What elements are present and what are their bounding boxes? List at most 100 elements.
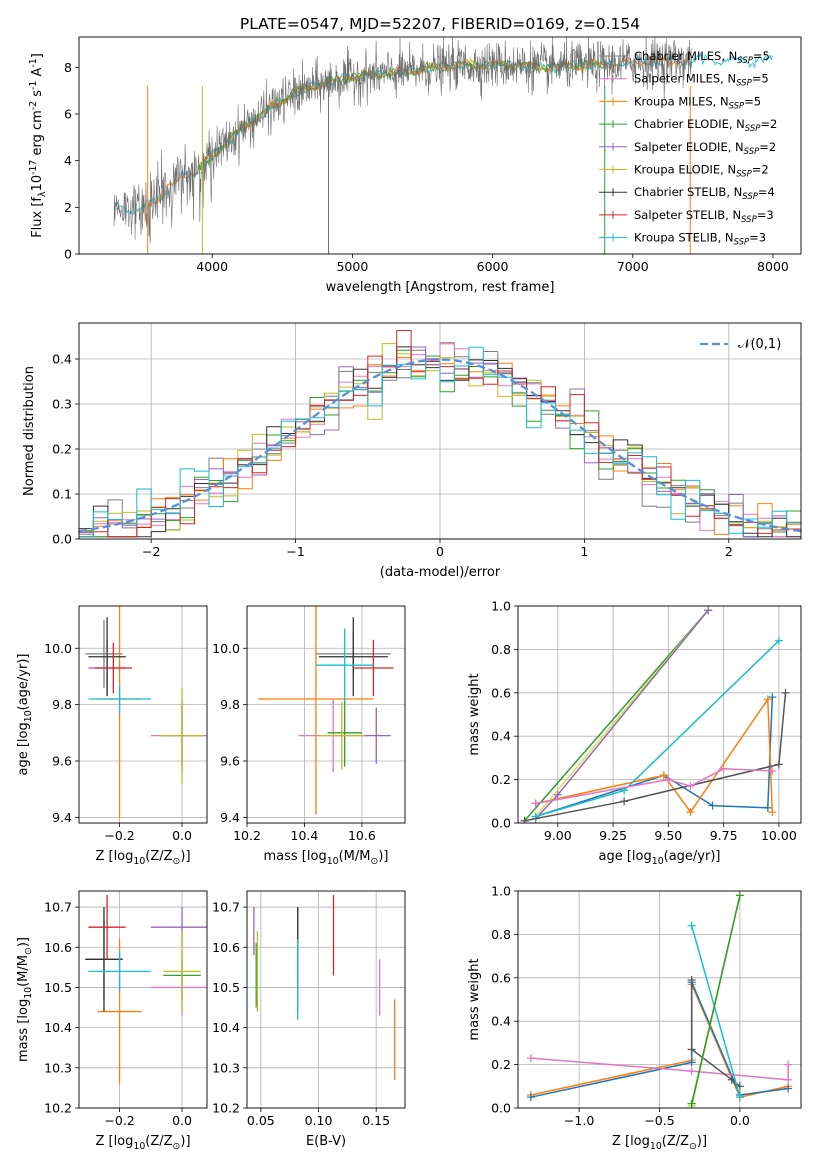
errorbar-chabrier-stelib [318, 617, 388, 697]
legend-entry: Kroupa ELODIE, NSSP=2 [634, 163, 769, 180]
y-axis-label: Flux [fλ​10-17​ erg cm-2​ s-1​ A-1​] [28, 53, 48, 238]
x-axis-label: Z [log10​(Z/Z⊙​)] [95, 849, 190, 867]
errorbar-chabrier-elodie [327, 699, 362, 767]
y-tick-label: 10.5 [212, 980, 240, 995]
x-tick-label: −0.2 [104, 828, 134, 843]
x-axis-label: wavelength [Angstrom, rest frame] [326, 280, 555, 295]
y-tick-label: 9.4 [52, 810, 72, 825]
x-tick-label: 5000 [336, 259, 368, 274]
y-tick-label: 9.8 [52, 697, 72, 712]
legend-normal-label: 𝒩(0,1) [738, 337, 781, 352]
age-vs-z-panel-background [79, 606, 207, 823]
residual-panel: −2 −1 0 1 2 0.0 0.1 0.2 0.3 0.4 (data-model)/error… [22, 322, 802, 580]
x-axis-label: age [log10​(age/yr)] [599, 849, 721, 867]
residual-panel-frame [78, 322, 802, 540]
mass-weight-z-panel-frame [517, 890, 802, 1109]
legend-entry: Chabrier ELODIE, NSSP=2 [634, 117, 777, 134]
errorbar-kroupa-elodie [160, 687, 204, 784]
y-tick-label: 9.6 [220, 754, 240, 769]
age-vs-z-panel-plot-area [85, 606, 207, 818]
y-tick-label: 9.6 [52, 754, 72, 769]
x-tick-label: 0.15 [362, 1113, 390, 1128]
x-tick-label: −1.0 [564, 1113, 594, 1128]
spectrum-panel-plot-area [113, 37, 773, 254]
y-tick-label: 0.6 [491, 685, 511, 700]
y-tick-label: 10.2 [212, 1101, 240, 1116]
y-tick-label: 9.8 [220, 697, 240, 712]
x-tick-label: −1 [286, 544, 304, 559]
legend-entry: Kroupa STELIB, NSSP=3 [634, 231, 766, 248]
x-tick-label: 2 [725, 544, 733, 559]
x-tick-label: −2 [142, 544, 160, 559]
y-tick-label: 0.0 [491, 1101, 511, 1116]
x-tick-label: 10.6 [348, 828, 376, 843]
y-tick-label: 10.5 [44, 980, 72, 995]
x-tick-label: 0.05 [247, 1113, 275, 1128]
y-axis-label: age [log10​(age/yr)] [16, 654, 34, 776]
x-axis-label: Z [log10​(Z/Z⊙​)] [95, 1134, 190, 1152]
y-axis-label: mass weight [467, 673, 482, 755]
y-tick-label: 0.4 [491, 1014, 511, 1029]
y-tick-label: 4 [64, 153, 72, 168]
y-tick-label: 10.7 [44, 900, 72, 915]
y-tick-label: 0.6 [491, 970, 511, 985]
y-tick-label: 10.4 [212, 1020, 240, 1035]
age-vs-z-panel-frame [78, 605, 208, 824]
x-tick-label: 4000 [196, 259, 228, 274]
y-tick-label: 10.2 [44, 1101, 72, 1116]
x-tick-label: 0.0 [172, 828, 192, 843]
x-tick-label: 10.00 [761, 828, 797, 843]
x-tick-label: 0.0 [172, 1113, 192, 1128]
y-tick-label: 0.0 [491, 816, 511, 831]
spectrum-panel-frame [78, 36, 802, 255]
y-tick-label: 0.2 [52, 442, 72, 457]
y-tick-label: 6 [64, 107, 72, 122]
x-tick-label: 9.00 [544, 828, 572, 843]
mass-weight-z-panel-plot-area [526, 891, 793, 1108]
x-tick-label: 0.10 [305, 1113, 333, 1128]
y-tick-label: 0.0 [52, 532, 72, 547]
x-axis-label: (data-model)/error [380, 565, 501, 580]
x-tick-label: −0.5 [644, 1113, 674, 1128]
errorbar-chabrier-stelib [85, 907, 123, 1012]
y-tick-label: 1.0 [491, 884, 511, 899]
x-tick-label: 10.4 [291, 828, 319, 843]
mass-weight-age-panel: 9.00 9.25 9.50 9.75 10.00 0.0 0.2 0.4 0.6 0.8 1.0 a… [467, 599, 802, 867]
mass-vs-ebv-panel: 0.05 0.10 0.15 10.2 10.3 10.4 10.5 10.6 10.7 E(B-… [212, 890, 406, 1149]
x-tick-label: 1 [580, 544, 588, 559]
x-tick-label: 9.75 [710, 828, 738, 843]
mass-vs-ebv-panel-plot-area [253, 895, 396, 1080]
errorbar-salpeter-elodie [361, 707, 391, 764]
x-tick-label: 10.2 [233, 828, 261, 843]
errorbar-salpeter-stelib [353, 639, 394, 697]
errorbar-kroupa-elodie [318, 701, 365, 770]
y-tick-label: 0.4 [491, 729, 511, 744]
x-axis-label: mass [log10​(M/M⊙​)] [264, 849, 389, 867]
x-tick-label: 9.25 [599, 828, 627, 843]
age-vs-mass-panel-background [247, 606, 405, 823]
errorbar-salpeter-stelib [88, 895, 126, 960]
x-tick-label: 8000 [757, 259, 789, 274]
x-axis-label: E(B-V) [306, 1134, 346, 1149]
legend-entry: Chabrier STELIB, NSSP=4 [634, 185, 775, 202]
legend-entry: Kroupa MILES, NSSP=5 [634, 94, 761, 111]
errorbar-kroupa-stelib [88, 951, 151, 992]
age-vs-mass-panel-frame [246, 605, 406, 824]
y-axis-label: Normed distribution [22, 366, 37, 496]
x-tick-label: 0 [436, 544, 444, 559]
x-tick-label: −0.2 [104, 1113, 134, 1128]
y-tick-label: 10.7 [212, 900, 240, 915]
legend-entry: Chabrier MILES, NSSP=5 [634, 49, 770, 66]
spectrum-panel: 4000 5000 6000 7000 8000 0 2 4 6 8 wavelength [Ang… [28, 36, 802, 295]
errorbar-kroupa-stelib [315, 628, 374, 702]
age-vs-mass-panel: 10.2 10.4 10.6 9.4 9.6 9.8 10.0 mass [log10​(M/… [212, 605, 406, 867]
spectrum-legend: Chabrier MILES, NSSP=5 Salpeter MILES, NS… [599, 49, 777, 248]
y-axis-label: mass [log10​(M/M⊙​)] [16, 937, 34, 1062]
y-tick-label: 0 [64, 247, 72, 262]
observed-spectrum [113, 37, 692, 244]
y-tick-label: 0.3 [52, 397, 72, 412]
errorbar-kroupa-stelib [88, 684, 151, 714]
mass-vs-ebv-panel-background [247, 891, 405, 1108]
y-tick-label: 10.3 [212, 1060, 240, 1075]
